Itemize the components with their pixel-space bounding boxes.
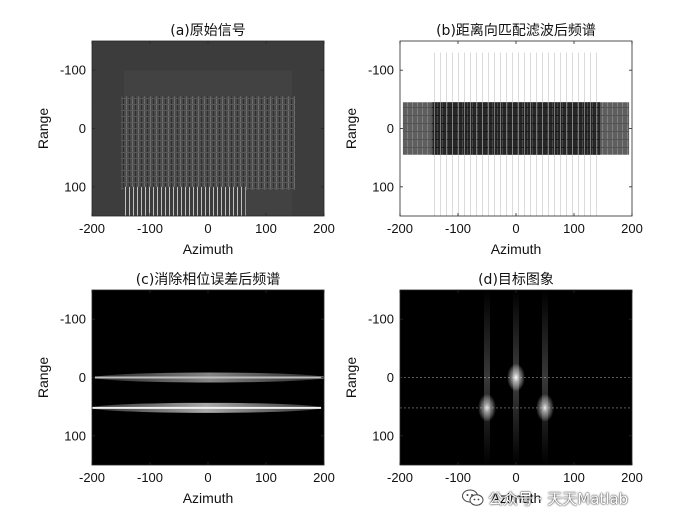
- x-tick-label: 200: [621, 470, 643, 485]
- image-area: [92, 41, 324, 216]
- region-streaks: [431, 52, 601, 216]
- x-tick-label: 100: [563, 221, 585, 236]
- y-tick-label: 0: [387, 370, 394, 385]
- x-tick-label: -200: [387, 470, 413, 485]
- x-tick-label: 100: [255, 221, 277, 236]
- x-axis-label: Azimuth: [491, 490, 542, 506]
- y-tick-label: 100: [64, 179, 86, 194]
- x-tick-label: 0: [204, 470, 211, 485]
- x-tick-label: 0: [512, 221, 519, 236]
- x-tick-label: -200: [79, 470, 105, 485]
- target-point: [478, 393, 496, 422]
- x-axis-label: Azimuth: [183, 490, 234, 506]
- x-tick-label: -100: [137, 221, 163, 236]
- y-axis-label: Range: [35, 357, 51, 398]
- target-streak: [484, 290, 490, 465]
- target-streak: [542, 290, 548, 465]
- y-axis-label: Range: [343, 357, 359, 398]
- y-axis-label: Range: [35, 108, 51, 149]
- panel-d: -200 -100 0 100 200 -100 0 100 (d)目标图象 Azimuth Ran…: [343, 272, 643, 506]
- x-tick-label: -200: [79, 221, 105, 236]
- y-tick-label: -100: [60, 63, 86, 78]
- region-fringes: [123, 186, 246, 216]
- watermark-text: 公众号 · 天天Matlab: [488, 489, 629, 508]
- wechat-icon: [462, 489, 484, 506]
- panel-b: -200 -100 0 100 200 -100 0 100 (b)距离向匹配滤波后频谱 Azim…: [343, 22, 643, 257]
- image-area: [400, 290, 632, 465]
- x-tick-label: 100: [563, 470, 585, 485]
- x-tick-label: 200: [313, 470, 335, 485]
- x-tick-label: -100: [445, 470, 471, 485]
- panel-a: -200 -100 0 100 200 -100 0 100 (a)原始信号 Azimuth Ran…: [35, 23, 335, 257]
- x-tick-label: 0: [204, 221, 211, 236]
- y-axis-label: Range: [343, 108, 359, 149]
- y-tick-label: 100: [64, 428, 86, 443]
- y-tick-label: -100: [60, 312, 86, 327]
- image-area: [400, 41, 632, 216]
- x-tick-label: 0: [512, 470, 519, 485]
- y-tick-label: 0: [79, 370, 86, 385]
- watermark: 公众号 · 天天Matlab: [462, 485, 628, 511]
- target-point: [536, 393, 554, 422]
- target-point: [507, 363, 525, 392]
- y-tick-label: 100: [372, 179, 394, 194]
- x-tick-label: 200: [621, 221, 643, 236]
- x-axis-label: Azimuth: [491, 241, 542, 257]
- image-area: [92, 290, 324, 465]
- panel-title: (d)目标图象: [478, 272, 554, 288]
- y-tick-label: 100: [372, 428, 394, 443]
- panel-title: (b)距离向匹配滤波后频谱: [436, 22, 596, 39]
- x-tick-label: 100: [255, 470, 277, 485]
- x-tick-label: -100: [445, 221, 471, 236]
- panel-title: (a)原始信号: [170, 23, 246, 39]
- x-tick-label: -100: [137, 470, 163, 485]
- panel-title: (c)消除相位误差后频谱: [136, 272, 281, 288]
- x-tick-label: 200: [313, 221, 335, 236]
- y-tick-label: 0: [387, 121, 394, 136]
- y-tick-label: -100: [368, 312, 394, 327]
- x-axis-label: Azimuth: [183, 241, 234, 257]
- x-tick-label: -200: [387, 221, 413, 236]
- y-tick-label: 0: [79, 121, 86, 136]
- region-texture: [121, 96, 295, 190]
- y-tick-label: -100: [368, 63, 394, 78]
- panel-c: -200 -100 0 100 200 -100 0 100 (c)消除相位误差后频谱 Azimu…: [35, 272, 335, 506]
